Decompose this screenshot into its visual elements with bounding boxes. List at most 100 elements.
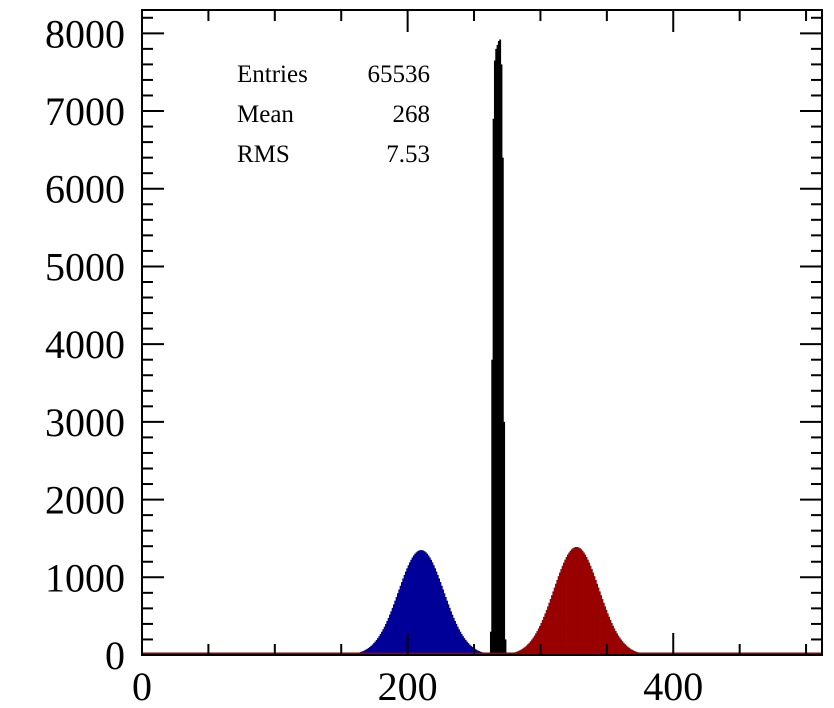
histogram-bar [467,643,470,655]
histogram-bar [448,607,451,655]
histogram-bar [375,639,378,655]
histogram-bar [531,639,533,655]
histogram-bar [464,639,467,655]
histogram-bar [416,551,419,655]
histogram-bar [475,649,478,655]
histogram-bar [435,571,438,655]
series-1 [503,547,656,655]
histogram-bar [386,620,389,655]
histogram-bar [377,638,379,655]
histogram-bar [447,604,450,655]
histogram-bar [428,557,431,655]
histogram-bar [466,641,468,655]
histogram-bar [523,647,525,655]
histogram-bar [423,551,426,655]
histogram-bar [489,631,492,655]
histogram-bar [598,591,601,655]
histogram-bar [378,636,381,655]
histogram-bar [371,644,374,655]
histogram-bar [497,41,500,655]
histogram-bar [520,649,523,655]
histogram-bar [454,620,456,655]
histogram-bar [499,39,502,655]
histogram-bar [373,643,375,655]
histogram-bar [426,553,429,655]
histogram-bar [616,633,618,655]
histogram-bar [400,582,403,655]
y-tick-label: 6000 [45,167,125,212]
histogram-bar [403,574,406,655]
histogram-bar [434,568,437,655]
histogram-bar [543,616,545,655]
histogram-bar [374,641,377,655]
histogram-bar [525,645,528,655]
histogram-bar [404,571,407,655]
histogram-bar [549,599,552,655]
histogram-bar [462,636,464,655]
histogram-bar [537,628,540,655]
y-tick-label: 2000 [45,478,125,523]
histogram-bar [614,631,617,655]
histogram-bar [617,635,620,655]
histogram-bar [504,639,507,655]
y-tick-label: 8000 [45,11,125,56]
histogram-bar [419,550,422,655]
histogram-bar [545,610,548,655]
y-tick-label: 7000 [45,89,125,134]
histogram-bar [370,645,373,655]
histogram-bar [501,157,504,655]
histogram-bar [589,565,592,655]
histogram-bar [422,550,425,655]
histogram-bar [622,642,625,655]
histogram-bar [366,648,369,655]
histogram-bar [625,645,628,655]
histogram-bar [580,549,583,655]
series-2 [489,39,507,656]
histogram-bar [612,625,614,655]
histogram-bar [561,565,564,655]
histogram-bar [533,635,536,655]
histogram-bar [586,559,589,655]
histogram-bar [491,359,494,655]
histogram-bar [528,642,531,655]
histogram-bar [604,606,607,655]
histogram-bar [524,646,527,655]
histogram-bar [407,565,410,655]
frame-layer [141,9,823,656]
histogram-bar [555,583,557,655]
histogram-bar [446,600,448,655]
histogram-bar [390,611,393,655]
histogram-bar [618,637,621,655]
histogram-bar [613,628,616,655]
histogram-bar [452,617,455,655]
stats-value: 65536 [368,61,431,88]
histogram-bar [387,617,390,655]
histogram-bar [557,576,560,655]
histogram-bar [424,552,427,655]
histogram-bar [569,550,572,655]
histogram-bar [369,646,371,655]
y-tick-label: 4000 [45,322,125,367]
histogram-bar [450,611,452,655]
histogram-bar [573,547,576,655]
y-tick-label: 3000 [45,400,125,445]
histogram-bar [458,629,460,655]
histogram-bar [630,649,633,655]
histogram-bar [415,552,418,655]
histogram-bar [398,589,401,655]
histogram-bar [455,623,458,655]
histogram-bar [379,634,382,655]
histogram-bar [581,550,584,655]
histogram-bar [438,578,440,655]
histogram-bar [608,616,610,655]
histogram-bar [503,421,506,655]
histogram-bar [572,548,575,655]
histogram-bar [576,547,579,655]
histogram-bar [460,634,463,655]
histogram-bar [411,557,414,655]
histogram-bar [626,646,629,655]
histogram-bar [439,582,442,655]
